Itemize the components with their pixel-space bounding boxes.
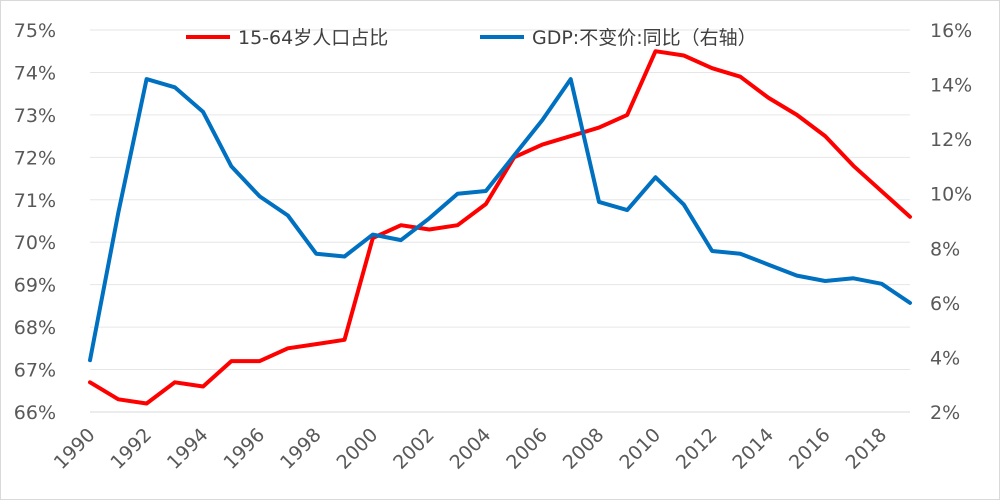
left-axis: 66% 67% 68% 69% 70% 71% 72% 73% 74% 75%	[14, 20, 56, 424]
y-right-tick-label: 16%	[930, 20, 972, 42]
y-right-tick-label: 4%	[930, 347, 960, 369]
y-right-tick-label: 6%	[930, 293, 960, 315]
y-left-tick-label: 68%	[14, 317, 56, 339]
y-left-tick-label: 67%	[14, 360, 56, 382]
y-left-tick-label: 70%	[14, 232, 56, 254]
legend: 15-64岁人口占比 GDP:不变价:同比（右轴）	[186, 27, 757, 49]
y-right-tick-label: 12%	[930, 129, 972, 151]
y-left-tick-label: 66%	[14, 402, 56, 424]
y-right-tick-label: 14%	[930, 75, 972, 97]
right-axis: 2% 4% 6% 8% 10% 12% 14% 16%	[930, 20, 972, 424]
y-left-tick-label: 75%	[14, 20, 56, 42]
series-line-population-share	[88, 49, 912, 406]
y-left-tick-label: 71%	[14, 190, 56, 212]
y-left-tick-label: 74%	[14, 62, 56, 84]
y-left-tick-label: 72%	[14, 147, 56, 169]
series-layer	[88, 49, 912, 406]
y-right-tick-label: 2%	[930, 402, 960, 424]
y-left-tick-label: 73%	[14, 105, 56, 127]
legend-label-gdp-growth: GDP:不变价:同比（右轴）	[532, 27, 757, 49]
y-right-tick-label: 10%	[930, 184, 972, 206]
y-left-tick-label: 69%	[14, 275, 56, 297]
y-right-tick-label: 8%	[930, 238, 960, 260]
series-line-gdp-growth	[88, 77, 912, 363]
legend-label-population-share: 15-64岁人口占比	[238, 27, 388, 49]
